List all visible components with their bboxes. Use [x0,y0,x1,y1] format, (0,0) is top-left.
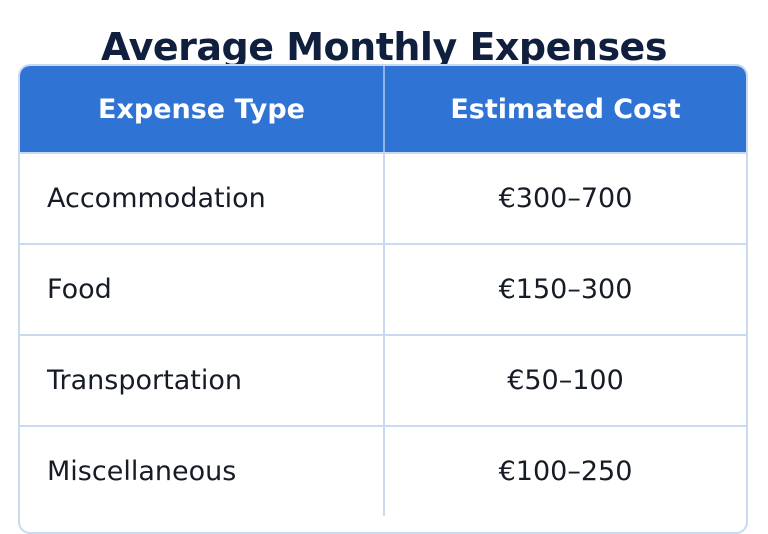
estimated-cost-cell: €150–300 [498,274,633,305]
table-header-row: Expense Type Estimated Cost [20,66,746,152]
expense-type-cell: Food [20,245,385,334]
column-header-expense-type: Expense Type [20,66,385,152]
estimated-cost-cell: €100–250 [498,456,633,487]
table-row: Miscellaneous €100–250 [20,425,746,516]
table-row: Transportation €50–100 [20,334,746,425]
column-header-estimated-cost: Estimated Cost [450,93,681,125]
expense-type-cell: Miscellaneous [20,427,385,516]
page-title: Average Monthly Expenses [101,25,667,70]
expense-type-cell: Transportation [20,336,385,425]
table-row: Food €150–300 [20,243,746,334]
expenses-table: Expense Type Estimated Cost Accommodatio… [18,64,748,534]
estimated-cost-cell: €50–100 [507,365,624,396]
table-row: Accommodation €300–700 [20,152,746,243]
expense-type-cell: Accommodation [20,154,385,243]
estimated-cost-cell: €300–700 [498,183,633,214]
